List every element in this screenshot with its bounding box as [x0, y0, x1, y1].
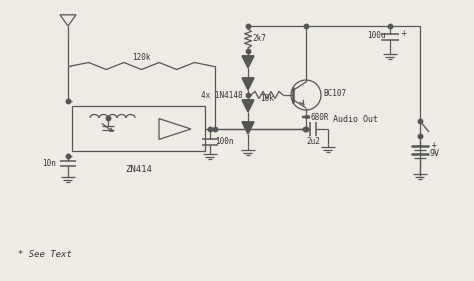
Polygon shape — [242, 56, 254, 68]
Text: 9V: 9V — [430, 149, 440, 158]
Text: 120k: 120k — [132, 53, 151, 62]
Text: 10n: 10n — [42, 160, 56, 169]
Text: +: + — [400, 28, 406, 37]
Text: 10k: 10k — [260, 94, 274, 103]
Text: 100u: 100u — [367, 31, 386, 40]
Text: * See Text: * See Text — [18, 250, 72, 259]
Polygon shape — [242, 100, 254, 112]
Text: 100n: 100n — [215, 137, 234, 146]
Text: 4x 1N4148: 4x 1N4148 — [201, 90, 243, 99]
Text: Audio Out: Audio Out — [333, 115, 378, 124]
Text: 680R: 680R — [311, 112, 329, 121]
Text: +: + — [430, 142, 437, 151]
Text: BC107: BC107 — [323, 89, 346, 98]
Polygon shape — [242, 78, 254, 90]
Text: ZN414: ZN414 — [125, 165, 152, 174]
Text: 2u2: 2u2 — [306, 137, 320, 146]
Polygon shape — [242, 122, 254, 134]
Text: 2k7: 2k7 — [252, 34, 266, 43]
